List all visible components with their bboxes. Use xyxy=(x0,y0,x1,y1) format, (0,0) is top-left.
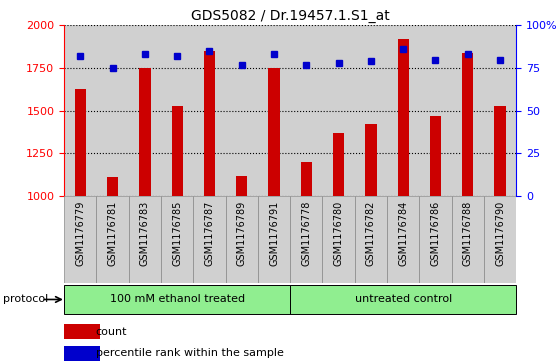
Bar xyxy=(129,196,161,283)
Bar xyxy=(64,196,97,283)
Bar xyxy=(107,177,118,196)
Bar xyxy=(171,106,183,196)
Text: GSM1176791: GSM1176791 xyxy=(269,200,279,266)
Bar xyxy=(451,196,484,283)
Bar xyxy=(161,25,193,196)
Bar xyxy=(323,196,355,283)
Bar xyxy=(290,285,516,314)
Bar xyxy=(193,25,225,196)
Bar xyxy=(484,196,516,283)
Bar xyxy=(355,196,387,283)
Bar xyxy=(397,39,409,196)
Text: untreated control: untreated control xyxy=(354,294,452,305)
Title: GDS5082 / Dr.19457.1.S1_at: GDS5082 / Dr.19457.1.S1_at xyxy=(191,9,389,23)
Text: GSM1176786: GSM1176786 xyxy=(430,200,440,266)
Text: GSM1176780: GSM1176780 xyxy=(334,200,344,266)
Text: protocol: protocol xyxy=(3,294,48,305)
Bar xyxy=(301,162,312,196)
Bar xyxy=(225,196,258,283)
Bar xyxy=(140,68,151,196)
Text: GSM1176779: GSM1176779 xyxy=(75,200,85,266)
Bar xyxy=(204,51,215,196)
Bar xyxy=(75,89,86,196)
Bar xyxy=(225,25,258,196)
Bar xyxy=(161,196,193,283)
Bar xyxy=(268,68,280,196)
Text: percentile rank within the sample: percentile rank within the sample xyxy=(96,348,283,358)
Text: GSM1176778: GSM1176778 xyxy=(301,200,311,266)
Bar xyxy=(462,53,473,196)
Bar xyxy=(64,346,100,361)
Bar xyxy=(419,196,451,283)
Bar xyxy=(258,196,290,283)
Text: GSM1176787: GSM1176787 xyxy=(204,200,214,266)
Bar xyxy=(193,196,225,283)
Bar xyxy=(333,133,344,196)
Bar xyxy=(236,176,247,196)
Bar xyxy=(484,25,516,196)
Text: GSM1176784: GSM1176784 xyxy=(398,200,408,266)
Text: count: count xyxy=(96,327,127,337)
Text: GSM1176783: GSM1176783 xyxy=(140,200,150,266)
Text: GSM1176789: GSM1176789 xyxy=(237,200,247,266)
Bar xyxy=(365,125,377,196)
Bar xyxy=(387,196,419,283)
Text: GSM1176785: GSM1176785 xyxy=(172,200,182,266)
Bar xyxy=(494,106,506,196)
Text: GSM1176782: GSM1176782 xyxy=(366,200,376,266)
Bar xyxy=(451,25,484,196)
Text: GSM1176790: GSM1176790 xyxy=(495,200,505,266)
Bar xyxy=(64,285,290,314)
Bar xyxy=(355,25,387,196)
Bar xyxy=(64,25,97,196)
Bar xyxy=(64,324,100,339)
Bar xyxy=(419,25,451,196)
Bar xyxy=(430,116,441,196)
Bar xyxy=(387,25,419,196)
Bar xyxy=(258,25,290,196)
Bar xyxy=(97,196,129,283)
Text: 100 mM ethanol treated: 100 mM ethanol treated xyxy=(109,294,245,305)
Bar xyxy=(323,25,355,196)
Text: GSM1176781: GSM1176781 xyxy=(108,200,118,266)
Bar xyxy=(97,25,129,196)
Bar xyxy=(290,196,323,283)
Bar xyxy=(129,25,161,196)
Bar xyxy=(290,25,323,196)
Text: GSM1176788: GSM1176788 xyxy=(463,200,473,266)
